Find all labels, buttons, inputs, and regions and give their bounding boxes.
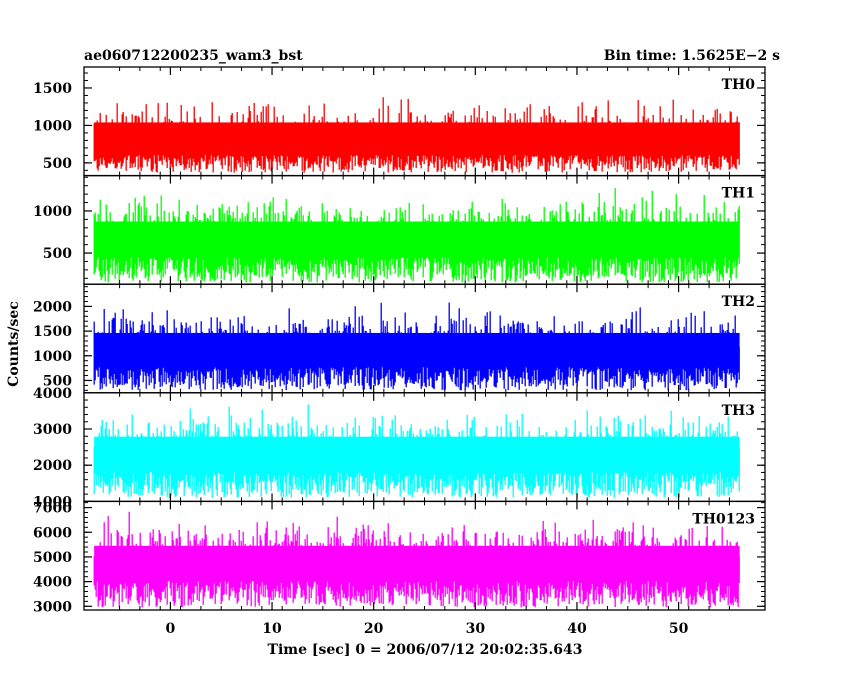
panel-label: TH3: [722, 403, 755, 419]
panel-label: TH2: [722, 294, 755, 310]
x-tick-label: 40: [567, 621, 587, 637]
x-tick-label: 30: [466, 621, 486, 637]
y-tick-label: 2000: [33, 299, 72, 315]
y-tick-label: 1000: [33, 204, 72, 220]
y-tick-label: 6000: [33, 525, 72, 541]
x-tick-label: 20: [364, 621, 384, 637]
bin-time-label: Bin time: 1.5625E−2 s: [604, 48, 780, 64]
y-tick-label: 1500: [33, 324, 72, 340]
x-tick-label: 50: [669, 621, 689, 637]
y-tick-label: 500: [43, 156, 72, 172]
y-tick-label: 5000: [33, 550, 72, 566]
y-tick-label: 1000: [33, 118, 72, 134]
series-core-th2: [94, 332, 740, 364]
y-tick-label: 2000: [33, 458, 72, 474]
y-tick-label: 4000: [33, 575, 72, 591]
series-core-th3: [94, 436, 740, 468]
panel-label: TH0123: [692, 511, 755, 527]
x-tick-label: 10: [262, 621, 282, 637]
series-core-th0: [94, 122, 740, 152]
y-tick-label: 1000: [33, 349, 72, 365]
series-core-th0123: [94, 545, 740, 577]
y-tick-label: 3000: [33, 599, 72, 615]
series-core-th1: [94, 221, 740, 253]
y-tick-label: 7000: [33, 501, 72, 517]
y-tick-label: 1500: [33, 81, 72, 97]
panel-label: TH1: [722, 186, 755, 202]
panel-th0: 500 1000 1500 TH0: [33, 66, 766, 177]
y-axis-label: Counts/sec: [6, 301, 22, 387]
y-tick-label: 4000: [33, 386, 72, 402]
x-axis-label: Time [sec] 0 = 2006/07/12 20:02:35.643: [268, 642, 583, 658]
panel-th2: 500 1000 1500 2000 TH2: [33, 283, 766, 394]
y-tick-label: 500: [43, 373, 72, 389]
y-tick-label: 3000: [33, 422, 72, 438]
panel-th0123: 3000 4000 5000 6000 7000 TH0123: [33, 501, 766, 615]
x-tick-label: 0: [166, 621, 176, 637]
y-tick-label: 1000: [33, 494, 72, 510]
y-tick-label: 500: [43, 246, 72, 262]
panel-label: TH0: [722, 77, 756, 93]
chart-title: ae060712200235_wam3_bst: [84, 48, 303, 64]
panel-th3: 1000 2000 3000 4000 TH3: [33, 386, 766, 510]
panel-th1: 500 1000 TH1: [33, 174, 766, 285]
